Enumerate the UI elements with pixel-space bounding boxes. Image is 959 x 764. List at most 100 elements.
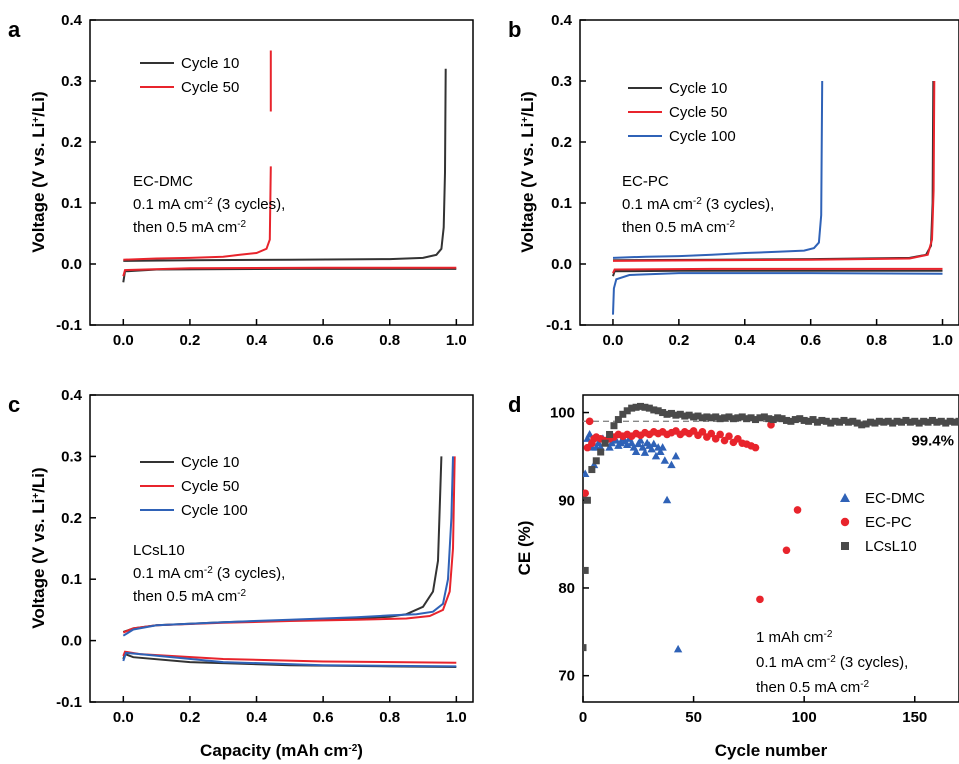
data-point-lcsl10	[632, 403, 640, 411]
y-axis-title-part: +	[31, 117, 42, 123]
data-point-ec-pc	[707, 429, 716, 438]
data-point-lcsl10	[583, 566, 589, 574]
annotation-line: then 0.5 mA cm-2	[133, 588, 247, 606]
annotation-line: LCsL10	[133, 542, 185, 559]
plot-frame	[89, 394, 474, 703]
data-point-lcsl10	[951, 418, 959, 426]
legend-label: Cycle 10	[181, 55, 239, 72]
annotation-line: EC-PC	[622, 173, 669, 190]
legend-label: Cycle 50	[669, 104, 727, 121]
y-tick-label: 0.1	[551, 195, 572, 212]
series-line-cycle-10	[122, 267, 457, 283]
x-tick-label: 0	[579, 709, 587, 726]
annotation-line-part: -2	[237, 588, 246, 599]
x-tick-label: 0.0	[113, 709, 134, 726]
annotation-line-part: -2	[237, 219, 246, 230]
data-point-ec-pc	[698, 428, 707, 436]
panel-letter: c	[8, 392, 20, 417]
series-line-cycle-100	[122, 456, 454, 637]
annotation-line-part: -2	[827, 654, 836, 665]
y-tick-label: 0.1	[61, 195, 82, 212]
data-point-ec-dmc	[640, 448, 650, 456]
annotation-line-part: then 0.5 mA cm	[756, 679, 860, 696]
plot-frame	[89, 19, 474, 326]
y-tick-label: 0.3	[551, 73, 572, 90]
x-axis-title-part: -2	[348, 743, 357, 754]
y-tick-label: 90	[558, 492, 575, 509]
x-tick-label: 100	[792, 709, 817, 726]
data-point-lcsl10	[906, 418, 914, 426]
legend-label: EC-DMC	[865, 490, 925, 507]
y-axis-title-part: +	[520, 117, 531, 123]
data-point-lcsl10	[707, 414, 715, 422]
data-point-lcsl10	[933, 418, 941, 426]
legend-label: LCsL10	[865, 538, 917, 555]
y-axis-title: Voltage (V vs. Li+/Li)	[29, 91, 48, 252]
y-tick-label: 100	[550, 405, 575, 422]
data-point-ec-dmc	[662, 495, 672, 504]
x-tick-label: 0.8	[379, 709, 400, 726]
data-point-lcsl10	[782, 416, 790, 424]
annotation-line-part: LCsL10	[133, 542, 185, 559]
x-axis-title-part: Capacity (mAh cm	[200, 741, 348, 760]
data-point-lcsl10	[685, 411, 693, 419]
y-axis-title-part: Voltage (V vs. Li	[518, 123, 537, 253]
annotation-line-part: -2	[693, 196, 702, 207]
data-point-lcsl10	[588, 466, 596, 474]
data-point-lcsl10	[650, 406, 658, 414]
data-point-lcsl10	[698, 414, 706, 422]
annotation-line-part: 1 mAh cm	[756, 629, 824, 646]
data-point-lcsl10	[760, 413, 768, 421]
data-point-lcsl10	[955, 417, 959, 425]
y-axis-title-part: /Li)	[29, 91, 48, 117]
data-point-ec-dmc	[583, 434, 592, 442]
data-point-ec-dmc	[671, 451, 681, 460]
data-point-ec-dmc	[651, 451, 661, 460]
data-point-lcsl10	[800, 416, 808, 424]
annotation-line: EC-DMC	[133, 173, 193, 190]
x-tick-label: 1.0	[446, 709, 467, 726]
annotation-line-part: (3 cycles),	[213, 196, 286, 213]
data-point-lcsl10	[672, 411, 680, 419]
annotation-line-part: -2	[204, 565, 213, 576]
panel-letter: d	[508, 392, 521, 417]
y-tick-label: 0.0	[551, 256, 572, 273]
y-tick-label: -0.1	[56, 317, 82, 334]
data-point-ec-dmc	[649, 439, 658, 448]
annotation-line-part: EC-DMC	[133, 173, 193, 190]
x-tick-label: 0.4	[246, 709, 268, 726]
data-point-lcsl10	[889, 419, 897, 427]
panel-d: d 0 50 100 150 70 80 90 100 CE (%) Cycle number 99.…	[508, 392, 959, 760]
x-tick-label: 0.0	[113, 332, 134, 349]
data-point-ec-dmc	[667, 460, 676, 469]
annotation-line: 1 mAh cm-2	[756, 629, 833, 647]
y-tick-label: 0.4	[61, 12, 83, 29]
data-point-lcsl10	[690, 413, 698, 421]
data-point-lcsl10	[659, 409, 667, 417]
data-point-lcsl10	[597, 448, 605, 456]
data-point-ec-pc	[751, 443, 760, 452]
data-point-lcsl10	[911, 417, 919, 425]
annotation-line-part: 0.1 mA cm	[756, 654, 827, 671]
panel-b: b 0.0 0.2 0.4 0.6 0.8 1.0 -0.1 0.0 0.1 0.2 0.3 0.4 Vo…	[508, 12, 959, 349]
series-line-cycle-50	[612, 80, 936, 262]
data-point-ec-pc	[725, 432, 733, 441]
panel-letter: a	[8, 17, 21, 42]
x-tick-label: 0.8	[379, 332, 400, 349]
x-axis-title: Capacity (mAh cm-2)	[200, 741, 363, 760]
data-point-lcsl10	[796, 415, 804, 423]
annotation-line-part: (3 cycles),	[213, 565, 286, 582]
series-line-cycle-50	[612, 267, 943, 274]
annotation-line: 0.1 mA cm-2 (3 cycles),	[756, 654, 908, 672]
data-point-lcsl10	[897, 418, 905, 426]
y-axis-title-part: +	[31, 493, 42, 499]
x-tick-label: 0.2	[179, 332, 200, 349]
legend-label: Cycle 10	[669, 80, 727, 97]
data-point-lcsl10	[862, 420, 870, 428]
annotation-line: 0.1 mA cm-2 (3 cycles),	[622, 196, 774, 214]
data-point-lcsl10	[946, 417, 954, 425]
y-axis-title-part: Voltage (V vs. Li	[29, 499, 48, 629]
legend-label: Cycle 100	[181, 502, 248, 519]
y-tick-label: 0.0	[61, 633, 82, 650]
